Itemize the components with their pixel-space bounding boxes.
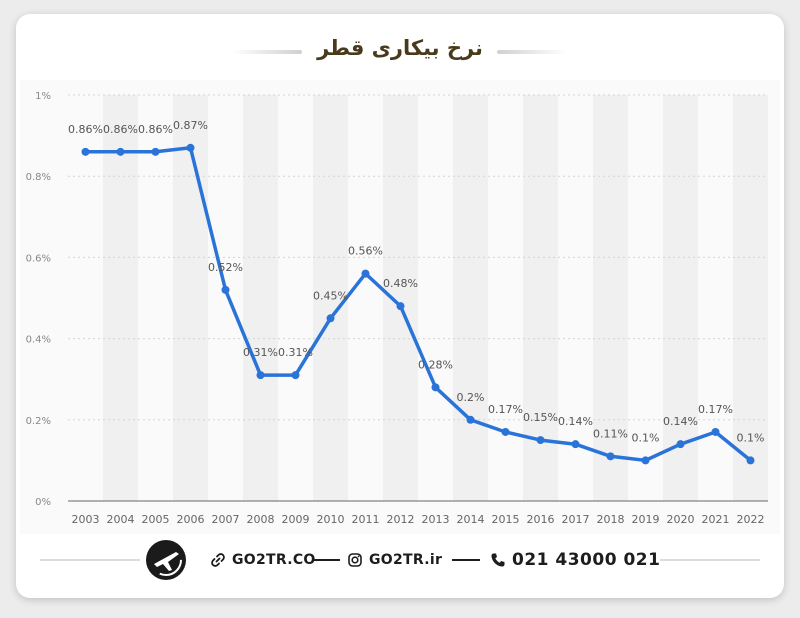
footer-right-line: [660, 559, 760, 561]
x-tick-label: 2010: [317, 513, 345, 526]
website-link[interactable]: GO2TR.CO: [210, 548, 316, 572]
column-band: [523, 95, 558, 501]
data-point: [641, 456, 650, 465]
data-label: 0.28%: [418, 358, 453, 371]
column-band: [173, 95, 208, 501]
x-tick-label: 2012: [387, 513, 415, 526]
data-label: 0.56%: [348, 245, 383, 258]
phone-text: 021 43000 021: [512, 550, 661, 570]
x-tick-label: 2016: [527, 513, 555, 526]
title-right-line: [497, 50, 567, 54]
x-tick-label: 2004: [107, 513, 135, 526]
column-band: [103, 95, 138, 501]
x-tick-label: 2014: [457, 513, 485, 526]
data-label: 0.86%: [138, 123, 173, 136]
y-tick-label: 0%: [35, 497, 51, 508]
series-line: [83, 146, 753, 463]
data-point: [116, 147, 125, 156]
x-tick-label: 2022: [737, 513, 765, 526]
data-label: 0.17%: [698, 403, 733, 416]
footer-dash-2: [452, 559, 480, 561]
data-point: [501, 427, 510, 436]
column-band: [663, 95, 698, 501]
x-tick-label: 2007: [212, 513, 240, 526]
data-label: 0.31%: [243, 346, 278, 359]
y-tick-label: 0.4%: [26, 335, 51, 346]
x-tick-label: 2011: [352, 513, 380, 526]
data-label: 0.15%: [523, 411, 558, 424]
data-label: 0.11%: [593, 427, 628, 440]
data-point: [676, 440, 685, 449]
data-label: 0.45%: [313, 289, 348, 302]
data-point: [431, 383, 440, 392]
title-bar: نرخ بیکاری قطر: [0, 36, 800, 68]
data-point: [361, 269, 370, 278]
column-band: [313, 95, 348, 501]
x-tick-label: 2013: [422, 513, 450, 526]
footer-left-line: [40, 559, 140, 561]
data-label: 0.86%: [68, 123, 103, 136]
column-band: [383, 95, 418, 501]
x-tick-label: 2008: [247, 513, 275, 526]
x-tick-label: 2020: [667, 513, 695, 526]
data-label: 0.48%: [383, 277, 418, 290]
x-tick-label: 2003: [72, 513, 100, 526]
data-label: 0.17%: [488, 403, 523, 416]
data-point: [536, 436, 545, 445]
data-point: [326, 314, 335, 323]
y-tick-label: 0.6%: [26, 253, 51, 264]
data-label: 0.2%: [457, 391, 485, 404]
airplane-logo-icon: [146, 540, 186, 580]
y-tick-label: 0.2%: [26, 416, 51, 427]
data-label: 0.1%: [737, 431, 765, 444]
y-tick-label: 0.8%: [26, 172, 51, 183]
instagram-link[interactable]: GO2TR.ir: [347, 548, 442, 572]
data-label: 0.86%: [103, 123, 138, 136]
data-label: 0.1%: [632, 431, 660, 444]
data-label: 0.14%: [663, 415, 698, 428]
x-tick-label: 2018: [597, 513, 625, 526]
phone-icon: [491, 553, 505, 567]
title-left-line: [232, 50, 302, 54]
phone-link[interactable]: 021 43000 021: [490, 548, 660, 572]
data-point: [151, 147, 160, 156]
footer-dash-1: [312, 559, 340, 561]
data-label: 0.52%: [208, 261, 243, 274]
data-point: [291, 371, 300, 380]
data-point: [466, 415, 475, 424]
data-point: [81, 147, 90, 156]
x-tick-label: 2015: [492, 513, 520, 526]
x-tick-label: 2005: [142, 513, 170, 526]
data-point: [571, 440, 580, 449]
column-band: [243, 95, 278, 501]
column-band: [733, 95, 768, 501]
data-point: [396, 302, 405, 311]
footer: GO2TR.CO GO2TR.ir 021 43000 021: [0, 540, 800, 580]
data-point: [221, 285, 230, 294]
data-point: [746, 456, 755, 465]
data-label: 0.31%: [278, 346, 313, 359]
data-point: [256, 371, 265, 380]
x-tick-label: 2021: [702, 513, 730, 526]
data-point: [606, 452, 615, 461]
instagram-text: GO2TR.ir: [369, 552, 443, 568]
x-tick-label: 2017: [562, 513, 590, 526]
column-band: [593, 95, 628, 501]
column-band: [453, 95, 488, 501]
data-point: [711, 427, 720, 436]
data-label: 0.14%: [558, 415, 593, 428]
x-tick-label: 2019: [632, 513, 660, 526]
y-tick-label: 1%: [35, 91, 51, 102]
chart-title: نرخ بیکاری قطر: [317, 36, 483, 60]
x-tick-label: 2009: [282, 513, 310, 526]
link-icon: [211, 553, 225, 567]
data-point: [186, 143, 195, 152]
instagram-icon: [348, 553, 362, 567]
website-text: GO2TR.CO: [232, 552, 316, 568]
x-tick-label: 2006: [177, 513, 205, 526]
data-label: 0.87%: [173, 119, 208, 132]
